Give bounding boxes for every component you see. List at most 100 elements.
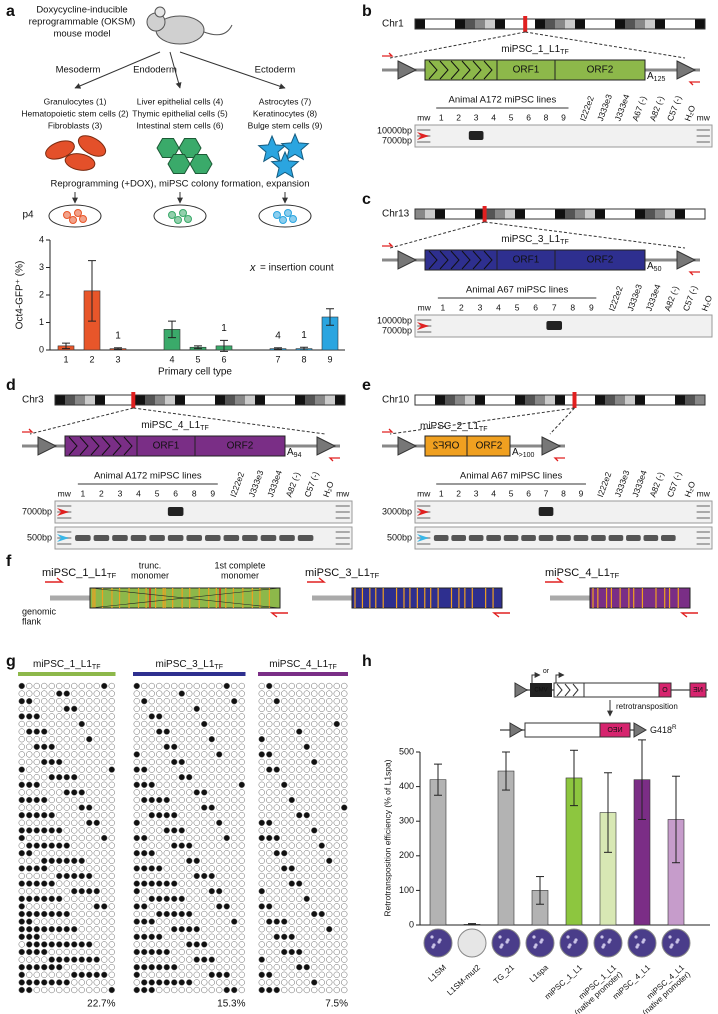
colony-speck — [636, 943, 640, 947]
cpg-dot — [63, 857, 70, 864]
colony-speck — [498, 935, 502, 939]
cpg-dot — [311, 971, 318, 978]
cpg-dot — [71, 781, 78, 788]
cpg-dot — [193, 720, 200, 728]
cpg-dot — [266, 804, 273, 811]
cpg-dot — [326, 819, 333, 826]
cpg-dot — [141, 789, 148, 796]
mesoderm-cell — [77, 135, 107, 157]
cpg-dot — [266, 872, 273, 880]
cpg-dot — [141, 690, 148, 697]
cpg-dot — [238, 865, 245, 872]
cpg-dot — [71, 812, 78, 819]
chromosome-band — [565, 19, 576, 29]
cpg-dot — [238, 743, 245, 750]
cpg-dot — [101, 705, 108, 712]
lane-label: 5 — [515, 302, 520, 312]
cpg-dot — [86, 766, 93, 773]
chromosome-band — [555, 209, 566, 219]
cpg-dot — [148, 713, 155, 720]
cpg-dot — [266, 796, 273, 804]
cpg-dot — [288, 850, 295, 857]
cpg-dot — [178, 850, 185, 857]
cpg-dot — [78, 857, 85, 864]
cpg-dot — [133, 736, 140, 743]
cpg-dot — [341, 690, 348, 697]
tsd — [676, 60, 697, 80]
cpg-dot — [48, 880, 55, 887]
cpg-dot — [311, 804, 318, 811]
cpg-dot — [201, 850, 208, 857]
cpg-dot — [133, 895, 140, 902]
control-band — [167, 535, 184, 541]
cpg-dot — [171, 865, 178, 872]
cpg-dot — [48, 956, 55, 963]
cpg-dot — [101, 865, 108, 872]
y-tick-label: 3 — [39, 262, 44, 272]
cpg-dot — [33, 857, 40, 864]
lineage-arrow — [179, 51, 286, 90]
cpg-dot — [133, 698, 140, 705]
cpg-dot — [303, 758, 310, 766]
cpg-dot — [18, 766, 25, 773]
chromosome-band — [285, 395, 296, 405]
cpg-dot — [133, 758, 140, 766]
cpg-dot — [266, 698, 273, 705]
cpg-dot — [208, 941, 215, 948]
label-sub: TF — [610, 571, 620, 580]
cpg-dot — [333, 926, 340, 933]
cpg-dot — [296, 804, 303, 811]
y-tick-label: 300 — [399, 816, 414, 826]
cpg-dot — [63, 698, 70, 705]
cpg-dot — [208, 834, 215, 842]
chromosome-band — [475, 209, 486, 219]
cpg-dot — [201, 895, 208, 902]
cpg-dot — [341, 698, 348, 705]
cpg-dot — [281, 956, 288, 963]
cpg-dot — [341, 758, 348, 766]
label-sub: 50 — [654, 266, 662, 273]
cpg-dot — [273, 698, 280, 705]
cpg-dot — [288, 880, 295, 887]
cpg-dot — [63, 736, 70, 743]
cpg-dot — [86, 789, 93, 796]
cpg-dot — [56, 720, 63, 728]
cpg-dot — [193, 865, 200, 872]
label-sub: TF — [214, 664, 223, 671]
cpg-dot — [93, 933, 100, 940]
cpg-dot — [26, 774, 33, 781]
insertion-site — [131, 392, 136, 408]
cpg-dot — [133, 910, 140, 918]
cpg-dot — [156, 827, 163, 834]
cpg-dot — [238, 971, 245, 978]
flank-label: flank — [22, 616, 42, 626]
cpg-dot — [26, 728, 33, 735]
ladder-band — [57, 517, 72, 519]
cpg-dot — [163, 819, 170, 826]
cpg-dot — [33, 774, 40, 781]
cpg-dot — [238, 842, 245, 849]
cpg-dot — [303, 812, 310, 819]
label-main: A — [647, 71, 654, 82]
cpg-dot — [208, 804, 215, 811]
cpg-dot — [186, 781, 193, 788]
cpg-dot — [86, 933, 93, 940]
legend-symbol: x — [249, 262, 256, 274]
ladder-band — [57, 531, 72, 533]
cpg-dot — [156, 865, 163, 872]
cpg-dot — [333, 872, 340, 880]
cpg-dot — [223, 948, 230, 956]
cpg-dot — [288, 895, 295, 902]
cpg-dot — [56, 736, 63, 743]
cpg-dot — [341, 766, 348, 773]
cpg-dot — [71, 857, 78, 864]
cpg-dot — [133, 720, 140, 728]
cpg-dot — [326, 766, 333, 773]
cpg-dot — [311, 819, 318, 826]
cpg-dot — [311, 834, 318, 842]
lane-label: 9 — [561, 112, 566, 122]
cpg-dot — [133, 766, 140, 773]
cpg-dot — [141, 910, 148, 918]
cpg-dot — [201, 926, 208, 933]
cpg-dot — [341, 933, 348, 940]
